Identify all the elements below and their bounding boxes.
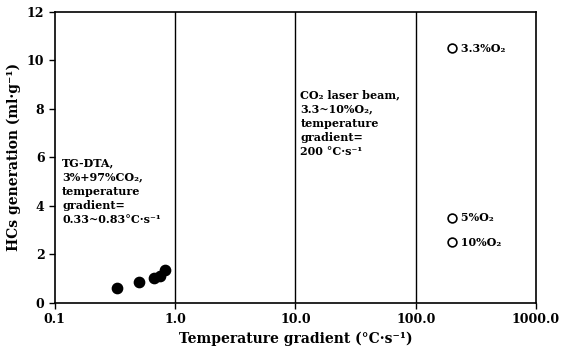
- Text: CO₂ laser beam,
3.3~10%O₂,
temperature
gradient=
200 °C·s⁻¹: CO₂ laser beam, 3.3~10%O₂, temperature g…: [301, 89, 400, 157]
- Point: [134, 279, 143, 285]
- Text: 10%O₂: 10%O₂: [457, 237, 501, 247]
- Text: 3.3%O₂: 3.3%O₂: [457, 43, 505, 54]
- Point: [150, 276, 159, 281]
- Point: [155, 273, 164, 279]
- Point: [161, 267, 170, 273]
- Point: [447, 46, 456, 51]
- Point: [447, 215, 456, 221]
- Text: TG-DTA,
3%+97%CO₂,
temperature
gradient=
0.33~0.83°C·s⁻¹: TG-DTA, 3%+97%CO₂, temperature gradient=…: [62, 157, 161, 225]
- Point: [113, 285, 122, 291]
- X-axis label: Temperature gradient (°C·s⁻¹): Temperature gradient (°C·s⁻¹): [179, 332, 412, 346]
- Point: [447, 239, 456, 245]
- Y-axis label: HCs generation (ml·g⁻¹): HCs generation (ml·g⁻¹): [7, 63, 22, 251]
- Text: 5%O₂: 5%O₂: [457, 213, 494, 223]
